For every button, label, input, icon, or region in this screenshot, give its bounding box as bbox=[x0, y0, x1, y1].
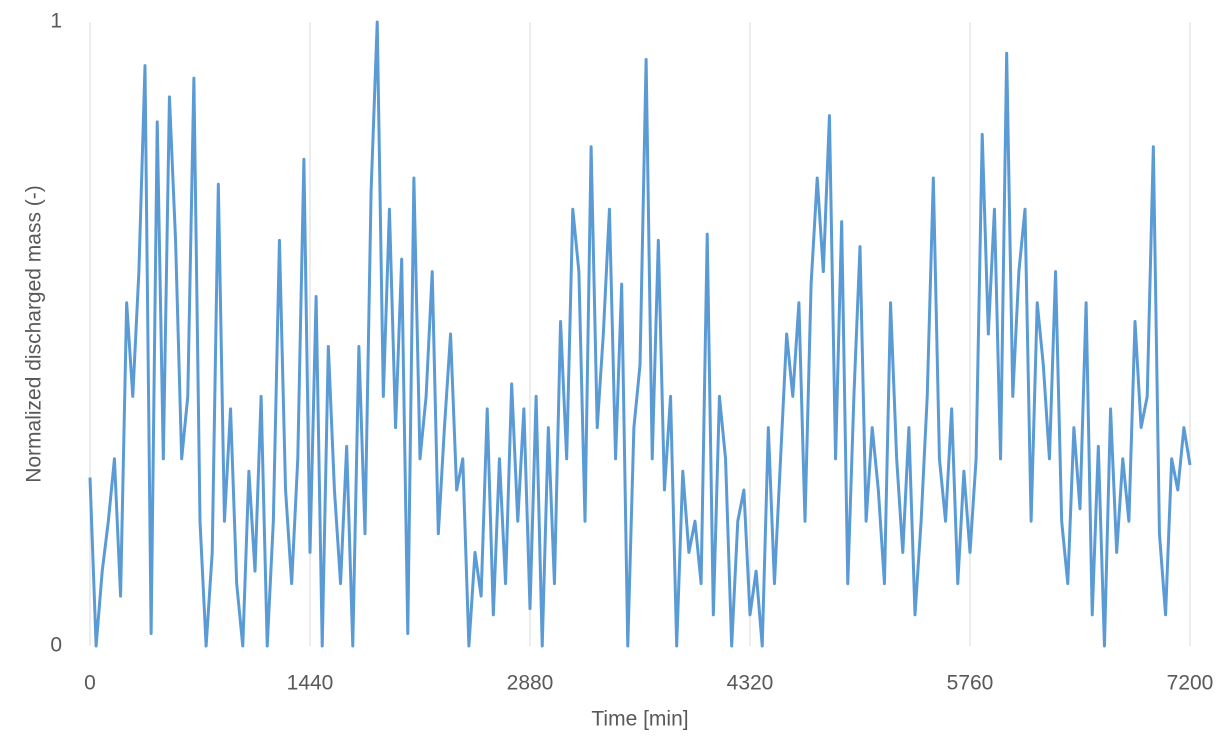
x-tick-label: 4320 bbox=[727, 672, 774, 695]
x-tick-label: 2880 bbox=[507, 672, 554, 695]
x-tick-label: 0 bbox=[84, 672, 96, 695]
y-tick-label: 1 bbox=[50, 10, 62, 33]
x-tick-label: 5760 bbox=[947, 672, 994, 695]
x-tick-label: 7200 bbox=[1167, 672, 1214, 695]
y-tick-label: 0 bbox=[50, 634, 62, 657]
x-axis-title: Time [min] bbox=[591, 708, 688, 731]
x-tick-label: 1440 bbox=[287, 672, 334, 695]
data-line bbox=[88, 20, 1192, 648]
y-axis-title: Normalized discharged mass (-) bbox=[23, 185, 46, 483]
